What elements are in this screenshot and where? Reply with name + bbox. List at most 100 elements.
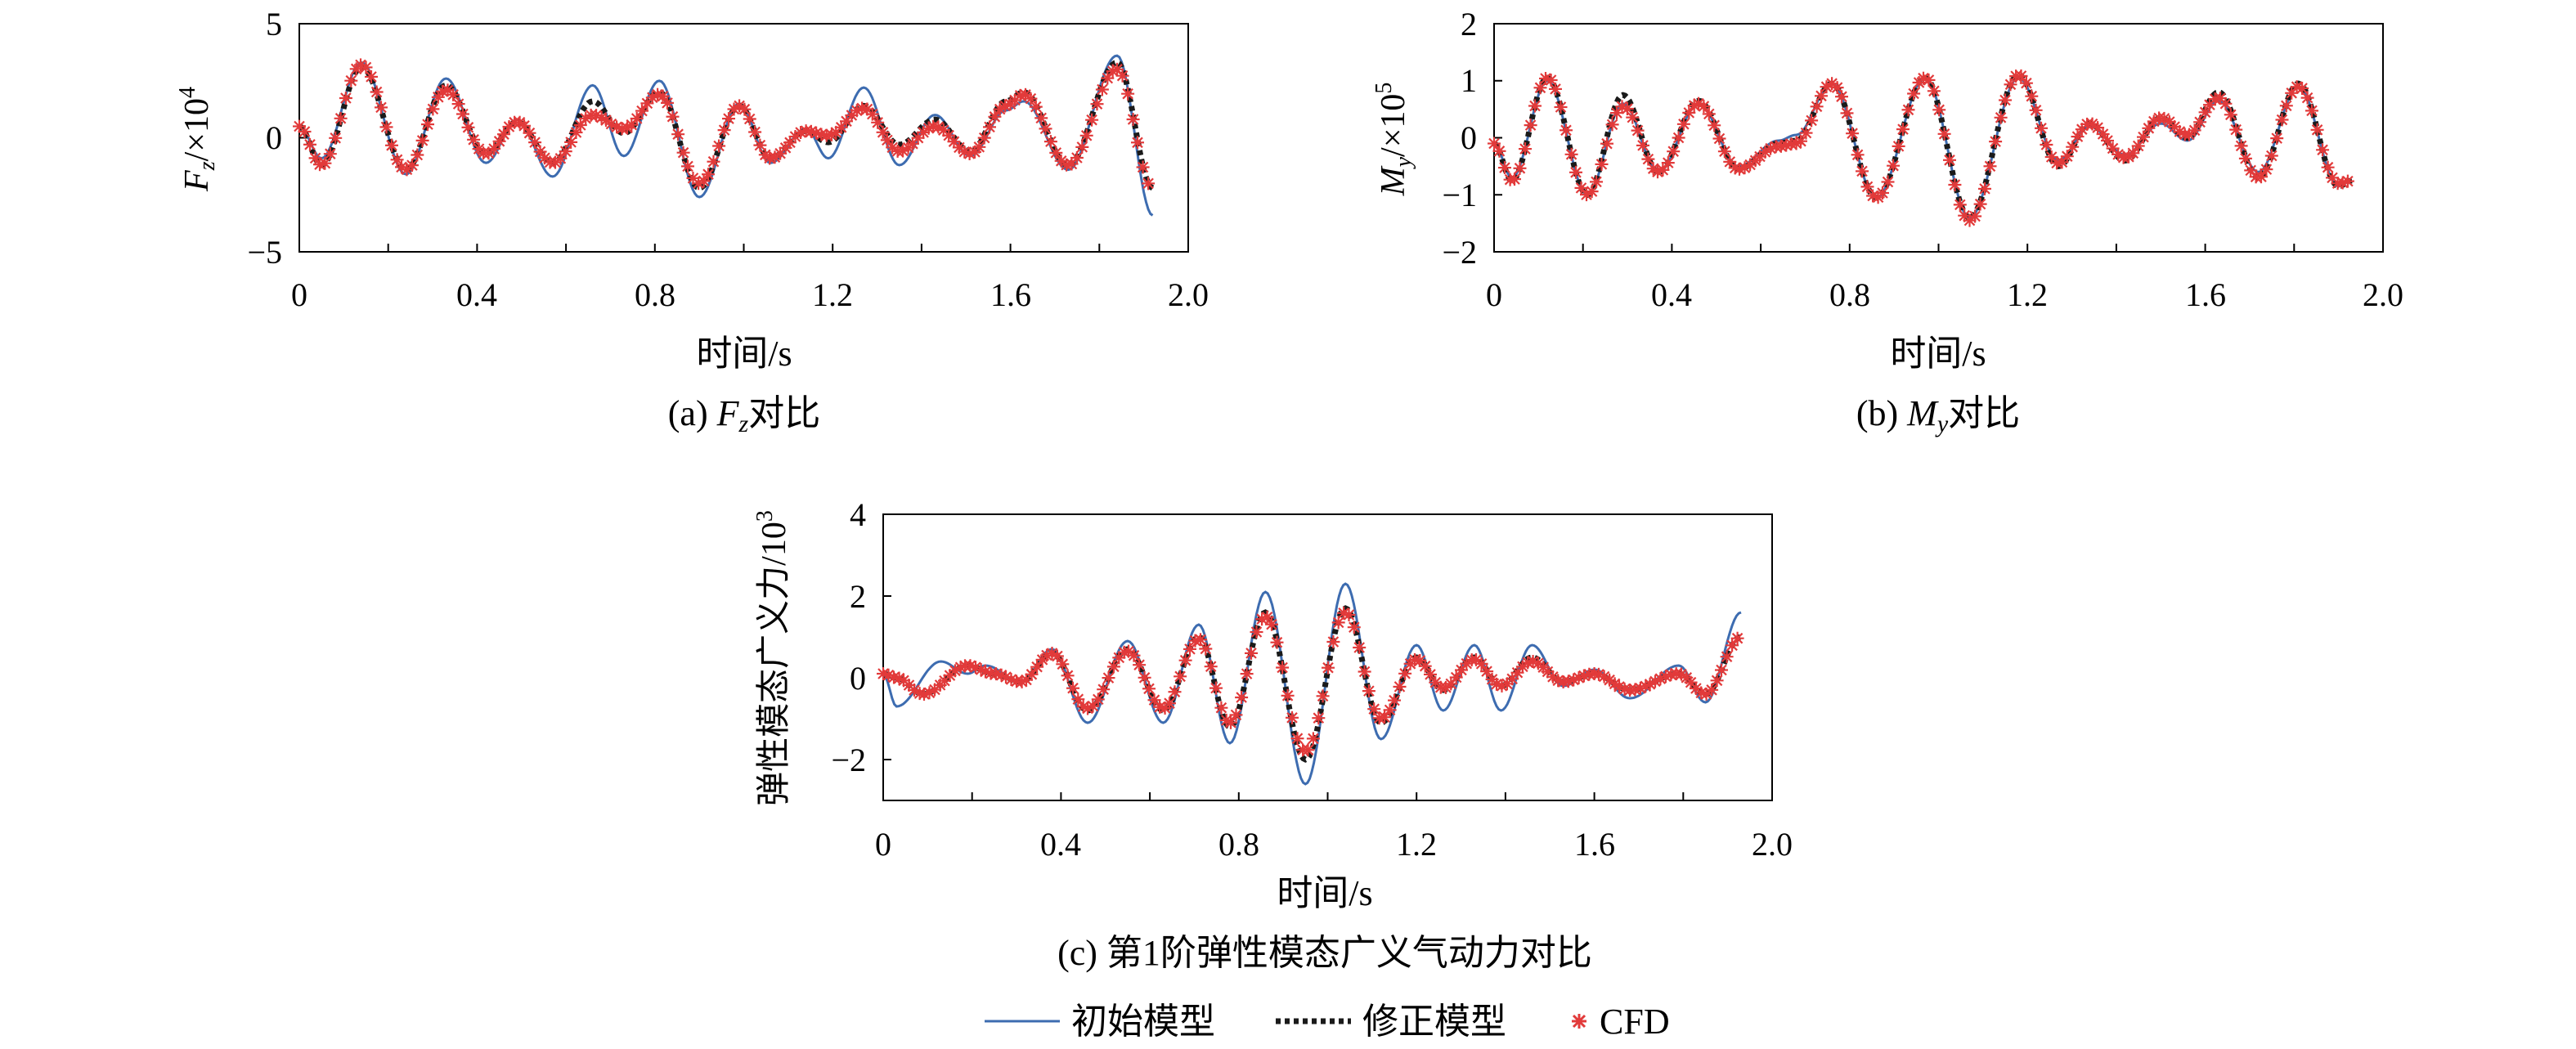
cfd-point-a-6 bbox=[323, 147, 337, 161]
cfd-point-b-138 bbox=[2193, 115, 2207, 129]
xtick-c-4: 1.6 bbox=[1574, 826, 1615, 863]
cfd-point-a-90 bbox=[753, 138, 767, 152]
cfd-point-c-41 bbox=[1086, 699, 1100, 713]
cfd-point-b-90 bbox=[1948, 178, 1962, 191]
caption-c: (c) 第1阶弹性模态广义气动力对比 bbox=[1057, 933, 1592, 973]
cfd-point-b-139 bbox=[2198, 105, 2212, 119]
cfd-point-b-85 bbox=[1922, 73, 1936, 87]
cfd-point-a-161 bbox=[1115, 69, 1129, 83]
cfd-point-b-9 bbox=[1533, 81, 1547, 95]
cfd-point-b-5 bbox=[1513, 161, 1527, 175]
cfd-point-a-54 bbox=[569, 126, 583, 139]
cfd-point-b-43 bbox=[1708, 119, 1721, 132]
cfd-point-c-101 bbox=[1393, 679, 1407, 693]
cfd-point-a-30 bbox=[447, 87, 460, 101]
cfd-point-b-7 bbox=[1524, 119, 1537, 132]
cfd-point-a-16 bbox=[375, 101, 388, 114]
cfd-point-a-166 bbox=[1142, 177, 1156, 191]
cfd-point-a-88 bbox=[743, 112, 756, 126]
cfd-point-b-107 bbox=[2035, 121, 2048, 135]
cfd-point-c-58 bbox=[1174, 670, 1187, 684]
cfd-point-c-37 bbox=[1066, 681, 1079, 695]
ytick-c-0: 0 bbox=[850, 660, 866, 697]
cfd-point-c-166 bbox=[1726, 639, 1739, 652]
cfd-point-c-100 bbox=[1388, 693, 1401, 707]
cfd-point-b-101 bbox=[2004, 78, 2017, 92]
ytick-b-neg2: −2 bbox=[1442, 234, 1477, 271]
cfd-point-c-56 bbox=[1163, 697, 1176, 711]
cfd-point-a-66 bbox=[630, 112, 644, 125]
cfd-point-c-93 bbox=[1353, 641, 1367, 654]
ytick-a-5: 5 bbox=[266, 6, 282, 43]
cfd-point-c-79 bbox=[1281, 688, 1295, 702]
cfd-point-c-60 bbox=[1183, 642, 1196, 656]
cfd-point-c-65 bbox=[1209, 681, 1223, 695]
cfd-point-b-61 bbox=[1799, 126, 1813, 140]
cfd-point-a-89 bbox=[748, 125, 762, 139]
cfd-point-c-70 bbox=[1235, 691, 1249, 704]
cfd-point-b-29 bbox=[1636, 138, 1649, 152]
cfd-point-b-12 bbox=[1549, 82, 1562, 96]
cfd-point-b-158 bbox=[2296, 82, 2309, 95]
cfd-point-b-77 bbox=[1881, 175, 1895, 189]
cfd-point-b-125 bbox=[2126, 146, 2140, 160]
cfd-point-a-158 bbox=[1101, 71, 1115, 85]
cfd-point-c-107 bbox=[1424, 667, 1437, 681]
caption-a: (a) Fz对比 bbox=[668, 393, 820, 437]
cfd-point-b-64 bbox=[1815, 89, 1828, 103]
cfd-point-b-36 bbox=[1672, 131, 1685, 145]
cfd-point-b-95 bbox=[1973, 197, 1987, 211]
cfd-point-c-106 bbox=[1418, 659, 1432, 673]
panel-c-generalized-force: 4 2 0 −2 0 0.4 0.8 1.2 1.6 2.0 弹性模态广义力/1… bbox=[752, 496, 1793, 973]
cfd-point-a-22 bbox=[405, 159, 419, 173]
cfd-point-a-164 bbox=[1131, 136, 1144, 150]
cfd-point-a-134 bbox=[977, 131, 991, 145]
cfd-point-c-52 bbox=[1142, 682, 1156, 696]
cfd-point-a-84 bbox=[722, 112, 735, 126]
cfd-point-b-37 bbox=[1676, 117, 1690, 131]
legend-cfd-label: CFD bbox=[1600, 1002, 1670, 1042]
cfd-point-c-86 bbox=[1316, 689, 1330, 703]
cfd-point-b-155 bbox=[2279, 99, 2293, 113]
cfd-point-b-34 bbox=[1661, 156, 1675, 170]
cfd-point-b-105 bbox=[2025, 89, 2039, 103]
cfd-point-c-148 bbox=[1633, 681, 1647, 695]
cfd-point-a-133 bbox=[972, 140, 986, 154]
cfd-point-c-141 bbox=[1597, 670, 1611, 684]
cfd-point-c-49 bbox=[1127, 648, 1141, 662]
cfd-point-b-161 bbox=[2310, 123, 2324, 137]
cfd-point-a-81 bbox=[707, 155, 720, 168]
cfd-point-a-152 bbox=[1070, 151, 1084, 164]
cfd-point-c-112 bbox=[1449, 670, 1463, 684]
cfd-point-c-163 bbox=[1710, 674, 1724, 688]
cfd-point-c-51 bbox=[1138, 670, 1151, 684]
cfd-point-c-87 bbox=[1322, 661, 1335, 675]
cfd-point-a-44 bbox=[518, 119, 531, 132]
cfd-point-b-45 bbox=[1717, 145, 1731, 159]
cfd-point-a-13 bbox=[359, 61, 373, 74]
cfd-point-a-145 bbox=[1034, 111, 1048, 125]
cfd-point-b-98 bbox=[1989, 135, 2003, 149]
cfd-point-a-155 bbox=[1085, 113, 1099, 127]
cfd-point-b-106 bbox=[2029, 103, 2043, 117]
cfd-point-b-20 bbox=[1590, 175, 1603, 189]
cfd-point-c-95 bbox=[1362, 684, 1376, 698]
ytick-a-0: 0 bbox=[266, 119, 282, 156]
cfd-point-b-97 bbox=[1983, 159, 1997, 173]
cfd-point-b-73 bbox=[1860, 180, 1874, 194]
cfd-point-c-32 bbox=[1040, 648, 1053, 662]
cfd-point-b-104 bbox=[2019, 76, 2033, 90]
cfd-point-a-154 bbox=[1079, 128, 1093, 142]
cfd-point-c-53 bbox=[1147, 693, 1161, 707]
cfd-point-b-66 bbox=[1825, 77, 1839, 91]
cfd-point-c-30 bbox=[1030, 660, 1044, 674]
cfd-point-c-91 bbox=[1342, 608, 1356, 621]
cfd-point-a-5 bbox=[318, 156, 332, 170]
cfd-point-b-150 bbox=[2255, 170, 2268, 184]
cfd-point-c-63 bbox=[1199, 642, 1213, 656]
cfd-point-c-75 bbox=[1260, 610, 1274, 624]
cfd-point-b-91 bbox=[1953, 198, 1967, 212]
xtick-b-0: 0 bbox=[1486, 276, 1502, 313]
cfd-point-a-23 bbox=[411, 148, 424, 162]
